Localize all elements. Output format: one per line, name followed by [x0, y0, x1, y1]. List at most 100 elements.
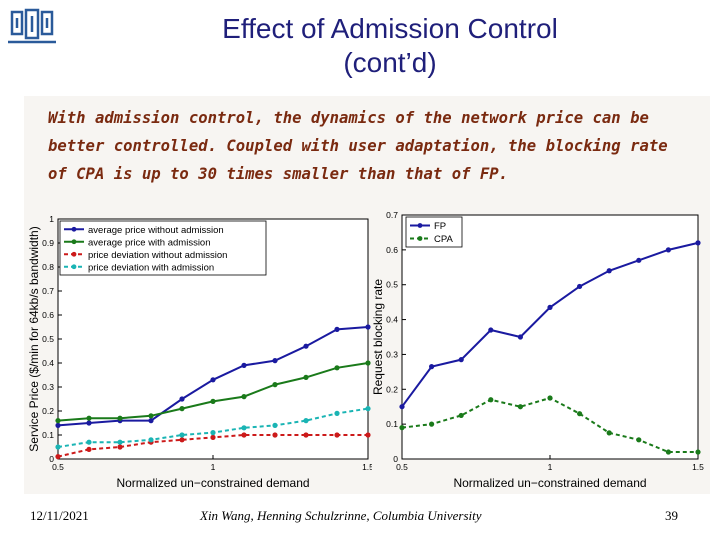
legend-label: FP	[434, 221, 446, 232]
data-point	[241, 432, 247, 438]
y-tick-label: 0.8	[42, 262, 54, 272]
data-point	[636, 257, 642, 263]
y-tick-label: 0.6	[386, 245, 398, 255]
data-point	[365, 406, 371, 412]
data-point	[148, 413, 154, 419]
data-point	[179, 437, 185, 443]
legend-marker	[417, 236, 423, 241]
data-point	[241, 394, 247, 400]
slide-title: Effect of Admission Control (cont’d)	[120, 12, 660, 80]
data-point	[179, 396, 185, 402]
page-number: 39	[665, 508, 678, 523]
y-tick-label: 0.1	[42, 430, 54, 440]
y-tick-label: 0.6	[42, 310, 54, 320]
y-tick-label: 0.2	[386, 384, 398, 394]
data-point	[272, 432, 278, 438]
data-point	[55, 422, 61, 428]
data-point	[517, 334, 523, 340]
y-tick-label: 0	[393, 454, 398, 464]
data-point	[547, 395, 553, 401]
body-text-line-2: better controlled. Coupled with user ada…	[48, 137, 668, 155]
y-tick-label: 0.9	[42, 238, 54, 248]
data-point	[117, 439, 123, 445]
data-point	[179, 432, 185, 438]
data-point	[210, 377, 216, 383]
y-tick-label: 0.4	[386, 315, 398, 325]
data-point	[577, 411, 583, 417]
data-point	[303, 418, 309, 424]
x-axis-label: Normalized un−constrained demand	[453, 476, 646, 490]
x-tick-label: 0.5	[52, 462, 64, 472]
y-tick-label: 0.1	[386, 419, 398, 429]
data-point	[303, 374, 309, 380]
data-point	[334, 326, 340, 332]
data-point	[303, 432, 309, 438]
legend-marker	[71, 239, 77, 245]
data-point	[241, 362, 247, 368]
data-point	[86, 439, 92, 445]
x-tick-label: 0.5	[396, 462, 408, 472]
data-point	[695, 449, 701, 455]
data-point	[272, 422, 278, 428]
data-point	[334, 432, 340, 438]
y-tick-label: 0.3	[386, 349, 398, 359]
data-point	[117, 444, 123, 450]
data-point	[148, 418, 154, 424]
body-text: With admission control, the dynamics of …	[48, 104, 708, 188]
data-point	[210, 434, 216, 440]
legend-marker	[71, 264, 77, 270]
data-point	[606, 430, 612, 436]
university-logo	[8, 8, 56, 44]
data-point	[55, 444, 61, 450]
legend-label: average price without admission	[88, 225, 224, 236]
data-point	[86, 420, 92, 426]
data-point	[210, 398, 216, 404]
x-axis-label: Normalized un−constrained demand	[116, 476, 309, 490]
x-tick-label: 1.5	[362, 462, 372, 472]
data-point	[148, 437, 154, 443]
data-point	[665, 449, 671, 455]
data-point	[695, 240, 701, 246]
x-tick-label: 1	[548, 462, 553, 472]
legend-label: CPA	[434, 234, 453, 245]
y-tick-label: 0.4	[42, 358, 54, 368]
y-tick-label: 0.2	[42, 406, 54, 416]
data-point	[365, 432, 371, 438]
data-point	[272, 358, 278, 364]
data-point	[365, 360, 371, 366]
footer-date: 12/11/2021	[30, 508, 89, 523]
y-axis-label: Request blocking rate	[372, 279, 385, 395]
data-point	[86, 415, 92, 421]
legend-marker	[71, 226, 77, 232]
data-point	[665, 247, 671, 253]
title-line-2: (cont’d)	[343, 47, 437, 78]
data-point	[517, 404, 523, 410]
legend-box	[59, 220, 267, 276]
data-point	[210, 430, 216, 436]
data-point	[429, 364, 435, 370]
data-point	[636, 437, 642, 443]
y-tick-label: 0.7	[386, 210, 398, 220]
data-point	[86, 446, 92, 452]
x-tick-label: 1.5	[692, 462, 704, 472]
title-line-1: Effect of Admission Control	[222, 13, 558, 44]
data-point	[458, 357, 464, 363]
data-point	[365, 324, 371, 330]
legend-marker	[417, 223, 423, 228]
plot-area	[401, 214, 699, 460]
data-point	[241, 425, 247, 431]
data-point	[458, 412, 464, 419]
y-tick-label: 0.5	[42, 334, 54, 344]
data-point	[547, 304, 553, 310]
legend-label: average price with admission	[88, 237, 211, 248]
y-tick-label: 0.7	[42, 286, 54, 296]
data-point	[303, 343, 309, 349]
data-point	[55, 418, 61, 424]
footer-author: Xin Wang, Henning Schulzrinne, Columbia …	[200, 508, 482, 523]
blocking-rate-chart: 0 0.1 0.2 0.3 0.4 0.5 0.6 0.7 0.5 1 1.5 Normalized …	[372, 210, 704, 490]
data-point	[577, 283, 583, 290]
body-text-line-3: of CPA is up to 30 times smaller than th…	[48, 165, 509, 183]
legend-box	[405, 216, 463, 248]
body-text-line-1: With admission control, the dynamics of …	[48, 109, 649, 127]
service-price-chart: 0 0.1 0.2 0.3 0.4 0.5 0.6 0.7 0.8 0.9 1 0.5 1 1.5 Norm…	[27, 214, 372, 490]
